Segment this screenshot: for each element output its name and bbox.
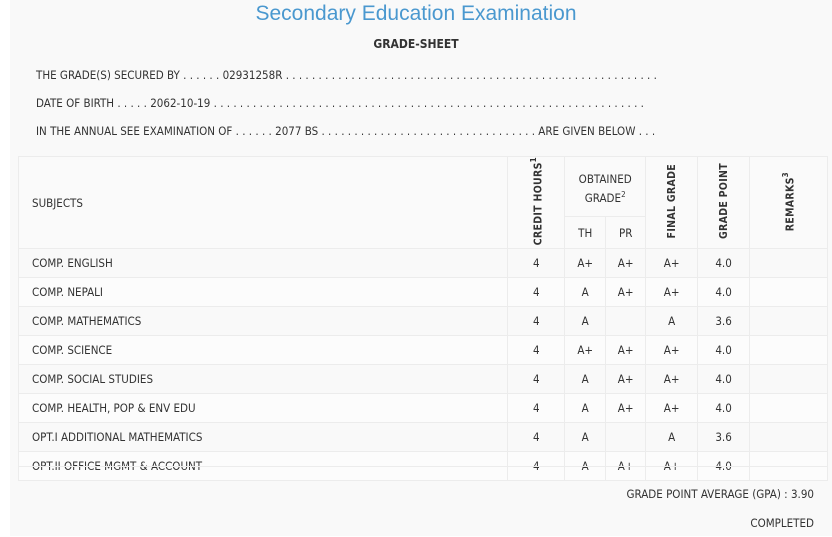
secured-by-label: THE GRADE(S) SECURED BY . . . . . . xyxy=(36,68,220,82)
table-row: COMP. NEPALI 4 A A+ A+ 4.0 xyxy=(17,277,828,308)
credit-hours-header: CREDIT HOURS1 xyxy=(507,155,566,250)
subjects-header: SUBJECTS xyxy=(17,155,509,250)
theory-grade: A+ xyxy=(564,248,607,279)
result-status: COMPLETED xyxy=(750,516,814,530)
theory-grade: A xyxy=(564,364,607,395)
remarks xyxy=(749,422,828,453)
gpa-label: GRADE POINT AVERAGE (GPA) : xyxy=(626,487,788,501)
credit-hours: 4 xyxy=(507,335,566,366)
table-row: COMP. MATHEMATICS 4 A A 3.6 xyxy=(17,306,828,337)
table-row: COMP. ENGLISH 4 A+ A+ A+ 4.0 xyxy=(17,248,828,279)
grade-point: 4.0 xyxy=(697,277,751,308)
grade-point: 3.6 xyxy=(697,422,751,453)
grade-point: 4.0 xyxy=(697,364,751,395)
info-line-secured-by: THE GRADE(S) SECURED BY . . . . . . 0293… xyxy=(36,68,657,82)
remarks xyxy=(749,248,828,279)
theory-grade: A xyxy=(564,306,607,337)
symbol-number: 02931258R xyxy=(222,68,283,82)
practical-grade: A+ xyxy=(605,248,647,279)
theory-grade: A xyxy=(564,393,607,424)
exam-year: 2077 BS xyxy=(275,124,319,138)
exam-label: IN THE ANNUAL SEE EXAMINATION OF . . . .… xyxy=(36,124,272,138)
final-grade: A+ xyxy=(645,248,699,279)
final-grade: A+ xyxy=(645,393,699,424)
grades-table: SUBJECTS CREDIT HOURS1 OBTAINED GRADE2 F… xyxy=(17,155,828,482)
th-header: TH xyxy=(564,216,607,250)
remarks xyxy=(749,364,828,395)
table-row: OPT.I ADDITIONAL MATHEMATICS 4 A A 3.6 xyxy=(17,422,828,453)
practical-grade: A+ xyxy=(605,364,647,395)
grade-point-header: GRADE POINT xyxy=(697,155,751,250)
dob-label: DATE OF BIRTH . . . . . xyxy=(36,96,147,110)
table-row: COMP. SCIENCE 4 A+ A+ A+ 4.0 xyxy=(17,335,828,366)
theory-grade: A xyxy=(564,277,607,308)
subject-name: COMP. HEALTH, POP & ENV EDU xyxy=(17,393,509,424)
practical-grade xyxy=(605,422,647,453)
subject-name: COMP. ENGLISH xyxy=(17,248,509,279)
remarks xyxy=(749,277,828,308)
final-grade: A xyxy=(645,422,699,453)
grade-sheet-heading: GRADE-SHEET xyxy=(373,37,459,51)
remarks xyxy=(749,393,828,424)
gpa-value: 3.90 xyxy=(790,487,814,501)
page-title: Secondary Education Examination xyxy=(255,2,577,25)
final-grade: A+ xyxy=(645,277,699,308)
practical-grade: A+ xyxy=(605,277,647,308)
grade-point: 4.0 xyxy=(697,248,751,279)
remarks xyxy=(749,306,828,337)
practical-grade: A+ xyxy=(605,393,647,424)
theory-grade: A xyxy=(564,422,607,453)
credit-hours: 4 xyxy=(507,248,566,279)
grade-point: 4.0 xyxy=(697,335,751,366)
subject-name: OPT.I ADDITIONAL MATHEMATICS xyxy=(17,422,509,453)
final-grade: A+ xyxy=(645,364,699,395)
theory-grade: A+ xyxy=(564,335,607,366)
credit-hours: 4 xyxy=(507,277,566,308)
credit-hours: 4 xyxy=(507,306,566,337)
remarks xyxy=(749,335,828,366)
subject-name: COMP. SCIENCE xyxy=(17,335,509,366)
exam-dots: . . . . . . . . . . . . . . . . . . . . … xyxy=(321,124,656,138)
table-row: COMP. HEALTH, POP & ENV EDU 4 A A+ A+ 4.… xyxy=(17,393,828,424)
remarks-header: REMARKS3 xyxy=(749,155,828,250)
grade-point: 3.6 xyxy=(697,306,751,337)
info-line-dob: DATE OF BIRTH . . . . . 2062-10-19 . . .… xyxy=(36,96,644,110)
practical-grade xyxy=(605,306,647,337)
obtained-grade-header: OBTAINED GRADE2 xyxy=(564,155,647,218)
secured-by-dots: . . . . . . . . . . . . . . . . . . . . … xyxy=(285,68,657,82)
dob-dots: . . . . . . . . . . . . . . . . . . . . … xyxy=(213,96,644,110)
credit-hours: 4 xyxy=(507,422,566,453)
date-of-birth: 2062-10-19 xyxy=(150,96,211,110)
credit-hours: 4 xyxy=(507,364,566,395)
gpa-summary: GRADE POINT AVERAGE (GPA) : 3.90 xyxy=(626,487,814,501)
subject-name: COMP. MATHEMATICS xyxy=(17,306,509,337)
table-row: COMP. SOCIAL STUDIES 4 A A+ A+ 4.0 xyxy=(17,364,828,395)
grade-point: 4.0 xyxy=(697,393,751,424)
credit-hours: 4 xyxy=(507,393,566,424)
subject-name: COMP. SOCIAL STUDIES xyxy=(17,364,509,395)
final-grade-header: FINAL GRADE xyxy=(645,155,699,250)
subject-name: COMP. NEPALI xyxy=(17,277,509,308)
grade-sheet-footer: GRADE POINT AVERAGE (GPA) : 3.90 COMPLET… xyxy=(18,466,828,537)
info-line-exam: IN THE ANNUAL SEE EXAMINATION OF . . . .… xyxy=(36,124,655,138)
final-grade: A+ xyxy=(645,335,699,366)
final-grade: A xyxy=(645,306,699,337)
pr-header: PR xyxy=(605,216,647,250)
practical-grade: A+ xyxy=(605,335,647,366)
